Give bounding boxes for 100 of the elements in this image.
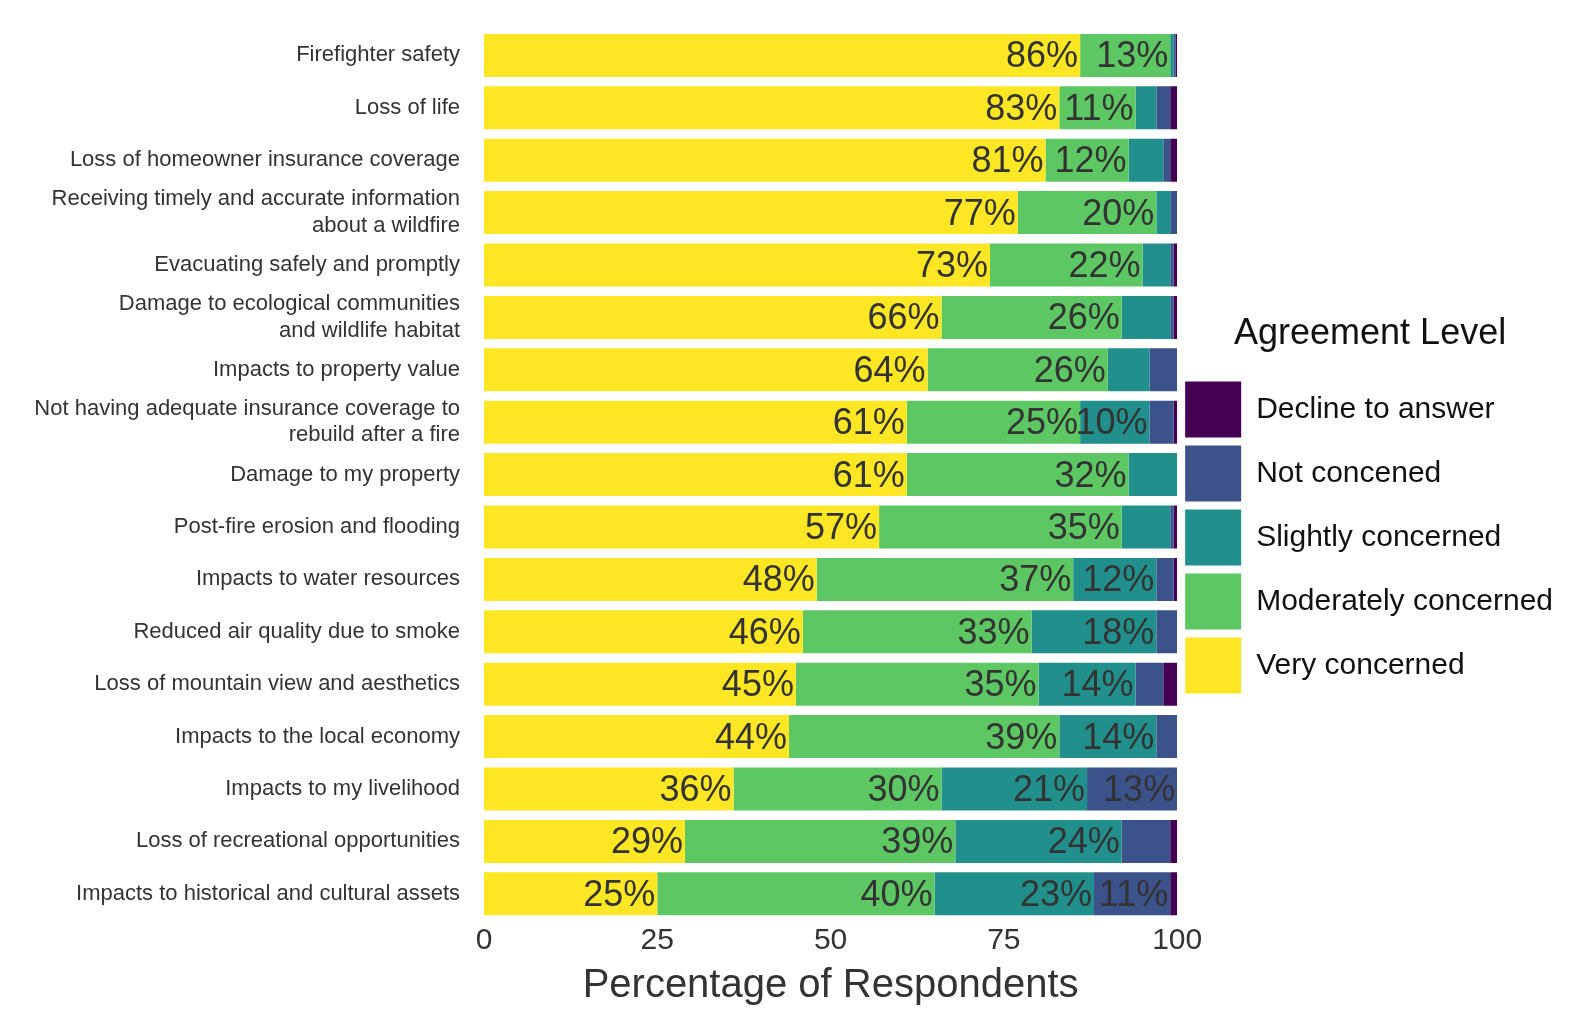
- bar: [1170, 243, 1174, 287]
- data-label: 35%: [964, 663, 1037, 705]
- data-label: 61%: [832, 401, 905, 443]
- bar: [1156, 610, 1178, 654]
- data-label: 14%: [1061, 663, 1134, 705]
- bar: [484, 348, 928, 392]
- data-label: 39%: [985, 715, 1058, 757]
- data-label: 45%: [721, 663, 794, 705]
- data-label: 33%: [957, 610, 1030, 652]
- bar: [1170, 138, 1178, 182]
- data-label: 64%: [853, 348, 926, 390]
- bar: [484, 453, 907, 497]
- bar: [788, 715, 1060, 759]
- bar: [1135, 86, 1157, 130]
- y-tick-label: Post-fire erosion and flooding: [173, 513, 460, 539]
- y-tick-label: Damage to my property: [230, 460, 460, 486]
- y-tick-label: Impacts to historical and cultural assets: [76, 879, 460, 905]
- bar: [484, 662, 796, 706]
- data-label: 20%: [1082, 191, 1155, 233]
- bar: [1135, 662, 1164, 706]
- legend-label: Slightly concerned: [1256, 518, 1502, 552]
- x-tick-label: 100: [1152, 922, 1203, 956]
- data-label: 30%: [867, 767, 940, 809]
- data-label: 44%: [714, 715, 787, 757]
- bar: [1170, 295, 1174, 339]
- bar: [1128, 453, 1178, 497]
- bar: [1170, 819, 1178, 863]
- y-tick-label: Damage to ecological communities and wildlife habitat: [118, 290, 460, 342]
- bar: [484, 86, 1060, 130]
- y-tick-label: Loss of homeowner insurance coverage: [69, 146, 460, 172]
- bar: [484, 505, 880, 549]
- bar: [906, 453, 1129, 497]
- data-label: 73%: [915, 243, 989, 285]
- bar: [484, 243, 991, 287]
- data-label: 26%: [1047, 296, 1120, 338]
- data-label: 36%: [659, 767, 732, 809]
- bar: [1170, 191, 1178, 235]
- bar: [1107, 348, 1150, 392]
- bar: [1156, 557, 1174, 601]
- bar: [1163, 138, 1171, 182]
- data-label: 86%: [1006, 34, 1079, 76]
- bar: [1149, 400, 1174, 444]
- bar: [1156, 191, 1171, 235]
- data-label: 23%: [1019, 872, 1092, 914]
- bar: [1121, 295, 1171, 339]
- data-label: 35%: [1047, 505, 1120, 547]
- data-label: 13%: [1096, 34, 1169, 76]
- y-tick-label: Impacts to property value: [212, 355, 460, 381]
- legend-label: Not concened: [1256, 454, 1442, 488]
- bar: [484, 33, 1081, 77]
- data-label: 37%: [999, 558, 1072, 600]
- bar: [1156, 86, 1171, 130]
- bar: [484, 295, 942, 339]
- data-label: 29%: [610, 820, 684, 862]
- y-tick-label: Not having adequate insurance coverage to rebuild after a fire: [34, 395, 460, 447]
- data-label: 48%: [742, 558, 815, 600]
- bar: [816, 557, 1074, 601]
- data-label: 14%: [1082, 715, 1155, 757]
- bar: [484, 400, 907, 444]
- bar: [795, 662, 1039, 706]
- data-label: 81%: [971, 139, 1044, 181]
- data-label: 57%: [805, 505, 878, 547]
- data-label: 26%: [1033, 348, 1106, 390]
- y-tick-label: Loss of recreational opportunities: [135, 827, 460, 853]
- data-label: 83%: [985, 86, 1058, 128]
- bar: [484, 610, 803, 654]
- x-tick-label: 0: [475, 922, 493, 956]
- bar: [484, 138, 1046, 182]
- bar: [1121, 819, 1171, 863]
- bar: [484, 557, 817, 601]
- data-label: 61%: [832, 453, 905, 495]
- data-label: 12%: [1082, 558, 1155, 600]
- bar: [1149, 348, 1178, 392]
- data-label: 25%: [1006, 401, 1079, 443]
- bar: [1142, 243, 1171, 287]
- data-label: 39%: [881, 820, 954, 862]
- y-tick-label: Impacts to my livelihood: [225, 775, 460, 801]
- data-label: 66%: [867, 296, 940, 338]
- y-tick-label: Impacts to the local economy: [175, 722, 460, 748]
- y-tick-label: Impacts to water resources: [195, 565, 460, 591]
- bar: [1170, 86, 1178, 130]
- data-label: 32%: [1054, 453, 1127, 495]
- data-label: 21%: [1012, 767, 1086, 809]
- data-label: 25%: [583, 872, 656, 914]
- bar: [685, 819, 956, 863]
- bar: [484, 819, 686, 863]
- data-label: 24%: [1047, 820, 1120, 862]
- y-tick-label: Loss of life: [354, 93, 460, 119]
- y-tick-label: Firefighter safety: [296, 41, 460, 67]
- y-tick-label: Reduced air quality due to smoke: [133, 617, 460, 643]
- x-axis-title: Percentage of Respondents: [582, 961, 1079, 1006]
- x-tick-label: 50: [813, 922, 848, 956]
- legend-label: Moderately concerned: [1256, 582, 1554, 616]
- bar: [484, 191, 1018, 235]
- data-label: 22%: [1068, 243, 1141, 285]
- y-tick-label: Evacuating safely and promptly: [154, 251, 460, 277]
- data-label: 18%: [1082, 610, 1155, 652]
- bar: [941, 295, 1122, 339]
- bar: [1156, 715, 1178, 759]
- data-label: 11%: [1098, 872, 1169, 914]
